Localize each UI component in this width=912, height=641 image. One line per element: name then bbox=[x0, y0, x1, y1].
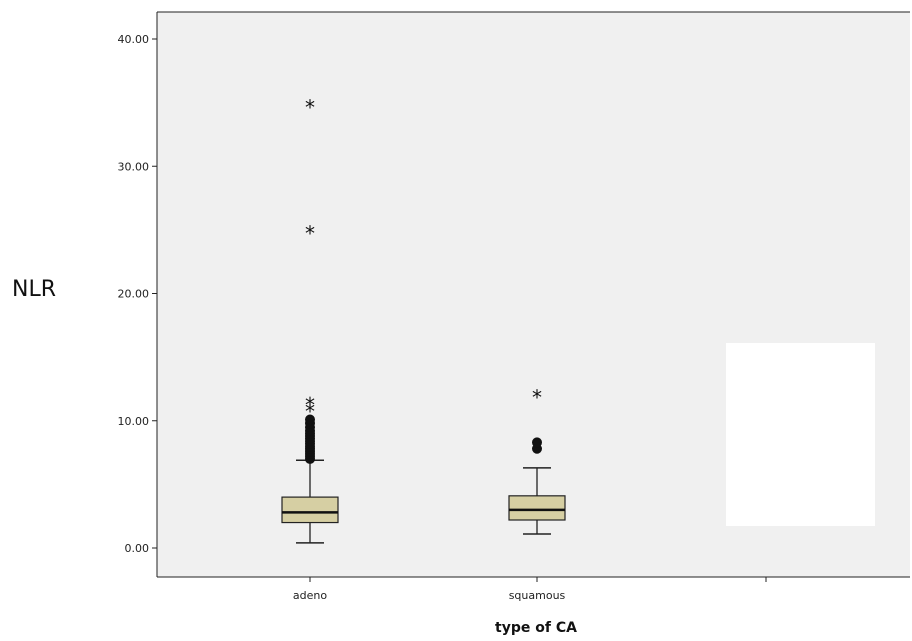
outlier-star: * bbox=[305, 400, 315, 424]
outlier-star: * bbox=[305, 221, 315, 245]
chart-marks: ***** bbox=[281, 95, 566, 544]
blank-patch bbox=[726, 343, 875, 526]
y-tick-label: 30.00 bbox=[118, 160, 150, 173]
box-squamous: * bbox=[508, 386, 566, 535]
y-tick-label: 20.00 bbox=[118, 288, 150, 301]
outlier-circle bbox=[532, 437, 542, 448]
box-iqr bbox=[281, 496, 339, 524]
outlier-star: * bbox=[305, 95, 315, 119]
outlier-star: * bbox=[532, 386, 542, 410]
y-axis-title: NLR bbox=[12, 277, 56, 302]
axes: 0.00 10.00 20.00 30.00 40.00 adeno squamous bbox=[118, 11, 910, 602]
box-adeno: **** bbox=[281, 95, 339, 544]
outlier-star: * bbox=[305, 393, 315, 417]
y-tick-label: 0.00 bbox=[125, 542, 150, 555]
outlier-circle bbox=[305, 414, 315, 425]
y-tick-label: 10.00 bbox=[118, 415, 150, 428]
x-axis-title: type of CA bbox=[495, 620, 577, 636]
y-tick-label: 40.00 bbox=[118, 33, 150, 46]
x-tick-label: adeno bbox=[293, 589, 327, 602]
box-iqr bbox=[508, 495, 566, 521]
x-tick-label: squamous bbox=[509, 589, 566, 602]
